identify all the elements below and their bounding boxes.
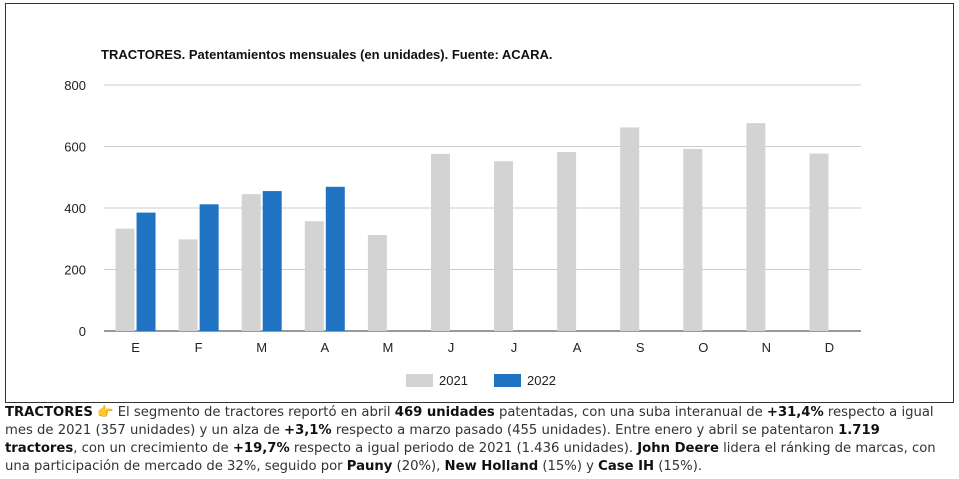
caption-part: +19,7%	[232, 441, 290, 456]
x-tick-label: J	[448, 340, 455, 355]
caption-part: 1.719 tractores	[5, 423, 880, 456]
x-tick-label: M	[256, 340, 267, 355]
bar-2021-1	[178, 239, 198, 331]
caption-part: (20%),	[392, 459, 445, 474]
caption-part: 469 unidades	[394, 405, 495, 420]
bar-2022-2	[262, 191, 282, 331]
caption-part: lidera el ránking de marcas, con una par…	[5, 441, 936, 474]
bar-2021-6	[494, 161, 514, 331]
x-tick-label: E	[131, 340, 140, 355]
legend-swatch-2021	[406, 374, 433, 387]
y-tick-label: 800	[64, 78, 86, 93]
bar-2022-1	[199, 204, 219, 331]
bar-chart: TRACTORES. Patentamientos mensuales (en …	[64, 47, 861, 388]
bar-2021-4	[367, 235, 387, 331]
caption-part: New Holland	[444, 459, 539, 474]
caption-part: Case IH	[598, 459, 655, 474]
x-tick-label: A	[320, 340, 329, 355]
x-tick-label: J	[511, 340, 518, 355]
caption-lead: TRACTORES	[5, 405, 93, 420]
caption-part: +31,4%	[766, 405, 824, 420]
y-tick-label: 600	[64, 140, 86, 155]
bar-2021-11	[809, 153, 829, 331]
bar-2021-8	[620, 127, 640, 331]
x-tick-label: S	[636, 340, 645, 355]
chart-container: TRACTORES. Patentamientos mensuales (en …	[5, 3, 954, 403]
caption-part: El segmento de tractores reportó en abri…	[113, 405, 395, 420]
x-tick-label: N	[762, 340, 771, 355]
caption-body: El segmento de tractores reportó en abri…	[5, 405, 936, 474]
bar-2022-0	[136, 212, 156, 331]
x-tick-label: O	[698, 340, 708, 355]
caption-part: respecto a igual mes de 2021 (357 unidad…	[5, 405, 934, 438]
caption-part: respecto a igual periodo de 2021 (1.436 …	[289, 441, 638, 456]
caption-text: TRACTORES 👉 El segmento de tractores rep…	[5, 404, 950, 476]
bar-2021-10	[746, 123, 766, 331]
y-tick-label: 200	[64, 263, 86, 278]
x-tick-label: A	[573, 340, 582, 355]
bar-2021-3	[304, 221, 324, 331]
legend-label: 2022	[527, 373, 556, 388]
bar-2021-0	[115, 228, 135, 331]
bar-2021-2	[241, 194, 261, 331]
pointing-hand-icon: 👉	[97, 405, 114, 420]
caption-part: Pauny	[346, 459, 393, 474]
caption-part: +3,1%	[284, 423, 332, 438]
bar-2021-9	[683, 148, 703, 331]
chart-title: TRACTORES. Patentamientos mensuales (en …	[101, 47, 552, 62]
x-tick-label: F	[195, 340, 203, 355]
x-tick-label: M	[382, 340, 393, 355]
caption-part: patentadas, con una suba interanual de	[494, 405, 767, 420]
caption-part: (15%).	[654, 459, 703, 474]
caption-part: (15%) y	[538, 459, 599, 474]
caption-part: John Deere	[637, 441, 719, 456]
legend-label: 2021	[439, 373, 468, 388]
x-tick-label: D	[825, 340, 834, 355]
bar-2021-7	[557, 152, 577, 331]
bar-2022-3	[325, 186, 345, 331]
legend-swatch-2022	[494, 374, 521, 387]
caption-part: respecto a marzo pasado (455 unidades). …	[331, 423, 839, 438]
y-tick-label: 0	[79, 324, 86, 339]
bar-2021-5	[430, 153, 450, 331]
caption-part: , con un crecimiento de	[73, 441, 233, 456]
y-tick-label: 400	[64, 201, 86, 216]
